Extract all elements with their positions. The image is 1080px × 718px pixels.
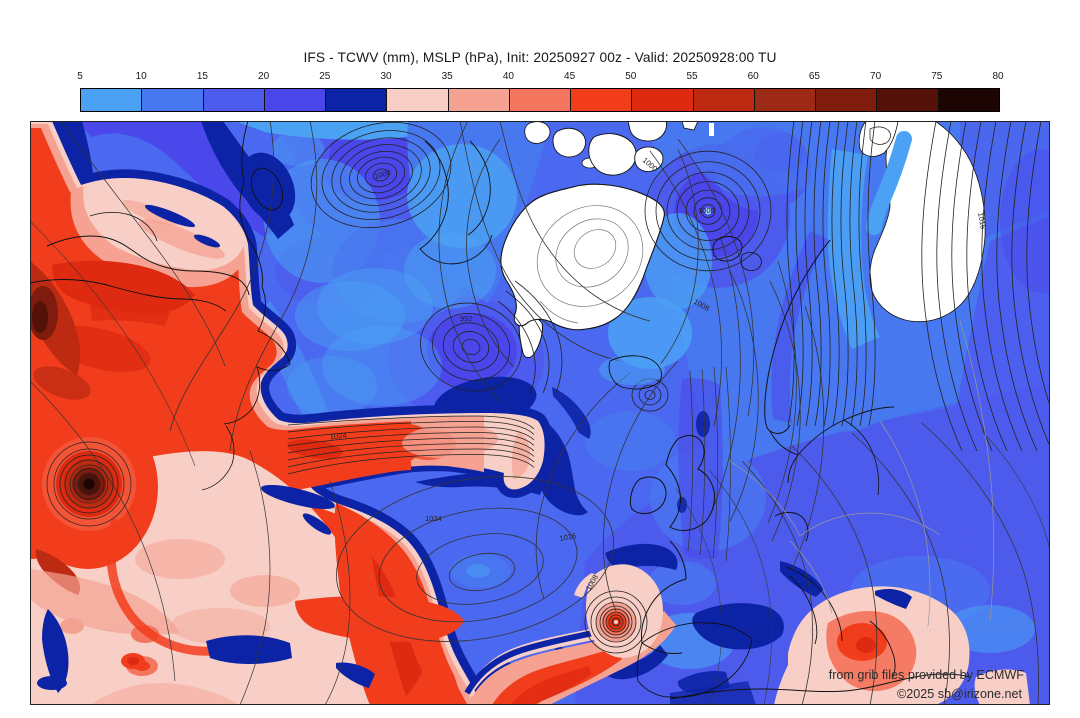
svg-text:1000: 1000 <box>373 168 391 181</box>
svg-text:1016: 1016 <box>976 212 988 230</box>
svg-text:1024: 1024 <box>425 514 442 523</box>
svg-text:992: 992 <box>460 314 473 323</box>
svg-text:1024: 1024 <box>330 431 347 441</box>
svg-text:1000: 1000 <box>698 206 715 215</box>
svg-text:1016: 1016 <box>559 531 577 543</box>
